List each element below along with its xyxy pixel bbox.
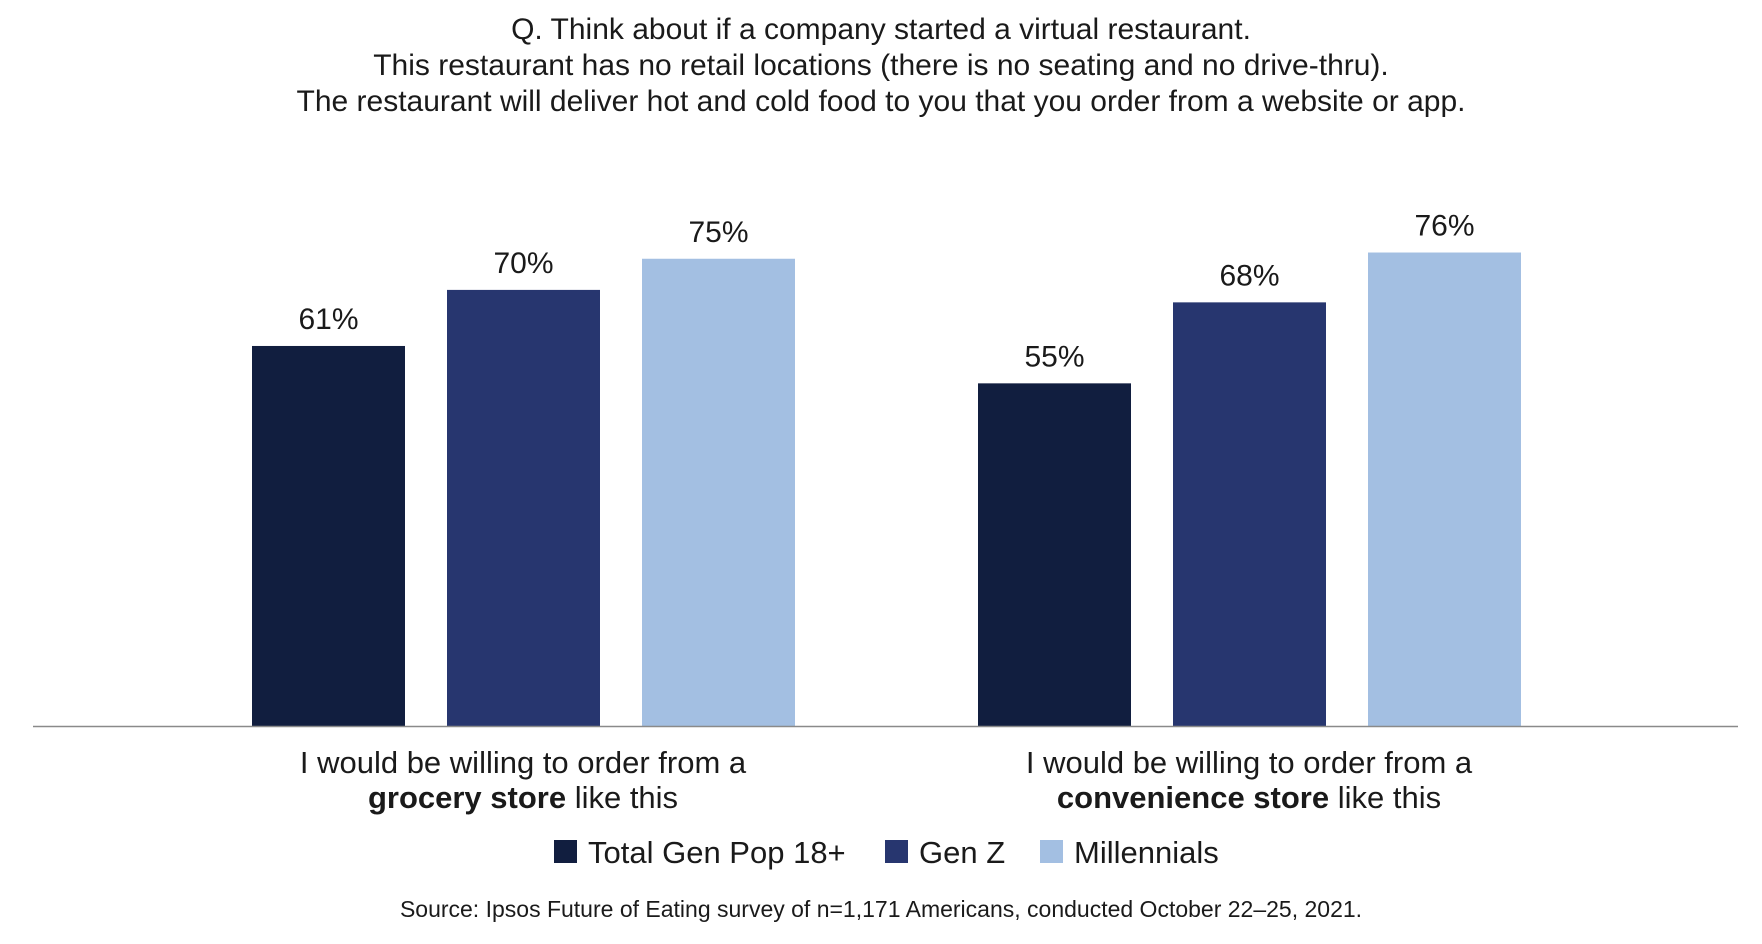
category-label-grocery-line1: I would be willing to order from a (300, 745, 747, 780)
category-label-convenience-bold: convenience store (1057, 780, 1329, 815)
bar-grocery-gen-z (447, 289, 600, 726)
category-label-convenience-rest: like this (1329, 780, 1441, 815)
bar-convenience-gen-z (1173, 302, 1326, 726)
value-label-convenience-gen-z: 68% (1219, 259, 1279, 292)
title-line-2: This restaurant has no retail locations … (373, 49, 1389, 82)
chart-title: Q. Think about if a company started a vi… (297, 13, 1466, 118)
bar-grocery-total-gen-pop (252, 345, 405, 726)
category-labels: I would be willing to order from a groce… (300, 745, 1473, 815)
legend-label-millennials: Millennials (1074, 835, 1219, 870)
legend-label-gen-z: Gen Z (919, 835, 1005, 870)
legend-swatch-total-gen-pop (554, 840, 577, 863)
legend: Total Gen Pop 18+ Gen Z Millennials (554, 835, 1219, 870)
source-note: Source: Ipsos Future of Eating survey of… (400, 896, 1362, 922)
legend-label-total-gen-pop: Total Gen Pop 18+ (588, 835, 846, 870)
value-label-grocery-gen-z: 70% (493, 247, 553, 280)
value-label-convenience-total-gen-pop: 55% (1024, 340, 1084, 373)
value-label-grocery-millennials: 75% (688, 216, 748, 249)
value-label-convenience-millennials: 76% (1414, 210, 1474, 243)
category-label-grocery-bold: grocery store (368, 780, 566, 815)
category-label-convenience-line2: convenience store like this (1057, 780, 1441, 815)
category-label-grocery-line2: grocery store like this (368, 780, 678, 815)
value-labels: 61% 55% 70% 68% 75% 76% (298, 210, 1474, 374)
value-label-grocery-total-gen-pop: 61% (298, 303, 358, 336)
bars (252, 252, 1521, 726)
legend-swatch-gen-z (885, 840, 908, 863)
bar-convenience-total-gen-pop (978, 383, 1131, 726)
title-line-3: The restaurant will deliver hot and cold… (297, 85, 1466, 118)
category-label-convenience-line1: I would be willing to order from a (1026, 745, 1473, 780)
bar-grocery-millennials (642, 258, 795, 726)
legend-swatch-millennials (1040, 840, 1063, 863)
bar-convenience-millennials (1368, 252, 1521, 726)
category-label-grocery-rest: like this (566, 780, 678, 815)
title-line-1: Q. Think about if a company started a vi… (511, 13, 1251, 46)
